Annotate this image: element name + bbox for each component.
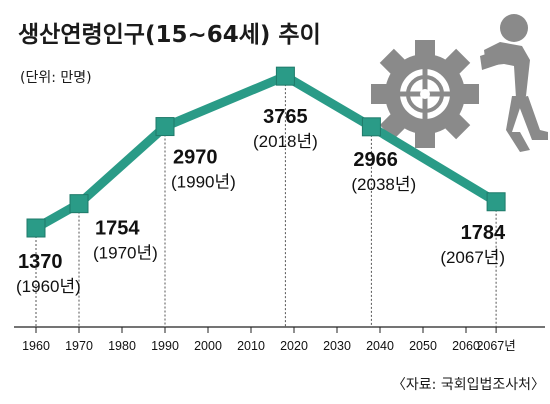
x-tick-label: 1970 xyxy=(65,339,93,353)
data-point-marker xyxy=(155,117,175,137)
x-tick-label: 2050 xyxy=(409,339,437,353)
value-label: 1754 xyxy=(95,218,140,240)
data-point-marker xyxy=(26,218,46,238)
value-label: 1370 xyxy=(18,251,63,273)
data-point-marker xyxy=(486,192,506,212)
x-tick-label: 2067년 xyxy=(476,339,515,353)
value-label: 1784 xyxy=(461,222,506,244)
value-label: 3765 xyxy=(263,106,308,128)
x-tick-label: 1980 xyxy=(108,339,136,353)
source-note: 〈자료: 국회입법조사처〉 xyxy=(392,377,545,393)
x-tick-label: 2030 xyxy=(323,339,351,353)
x-tick-label: 2060 xyxy=(452,339,480,353)
year-label: (2018년) xyxy=(253,132,318,151)
data-point-marker xyxy=(275,66,295,86)
data-point-marker xyxy=(69,194,89,214)
person-pushing-icon xyxy=(480,14,548,152)
year-label: (1960년) xyxy=(16,277,81,296)
x-tick-label: 2040 xyxy=(366,339,394,353)
guide-lines xyxy=(35,76,497,327)
chart-title: 생산연령인구(15~64세) 추이 xyxy=(18,22,321,48)
unit-label: (단위: 만명) xyxy=(20,70,92,86)
value-label: 2966 xyxy=(353,149,398,171)
year-label: (1970년) xyxy=(93,244,158,263)
x-tick-label: 2000 xyxy=(194,339,222,353)
year-label: (1990년) xyxy=(171,173,236,192)
data-point-marker xyxy=(361,117,381,137)
value-label: 2970 xyxy=(173,147,218,169)
data-labels: 1370 (1960년) 1754 (1970년) 2970 (1990년) 3765 (20… xyxy=(16,106,506,296)
x-tick-label: 2020 xyxy=(280,339,308,353)
x-tick-label: 1960 xyxy=(22,339,50,353)
x-tick-label: 1990 xyxy=(151,339,179,353)
year-label: (2038년) xyxy=(351,175,416,194)
year-label: (2067년) xyxy=(440,248,505,267)
x-tick-label: 2010 xyxy=(237,339,265,353)
x-axis: 1960 1970 1980 1990 2000 2010 2020 2030 2040 2050… xyxy=(14,326,545,353)
data-series xyxy=(26,66,506,238)
